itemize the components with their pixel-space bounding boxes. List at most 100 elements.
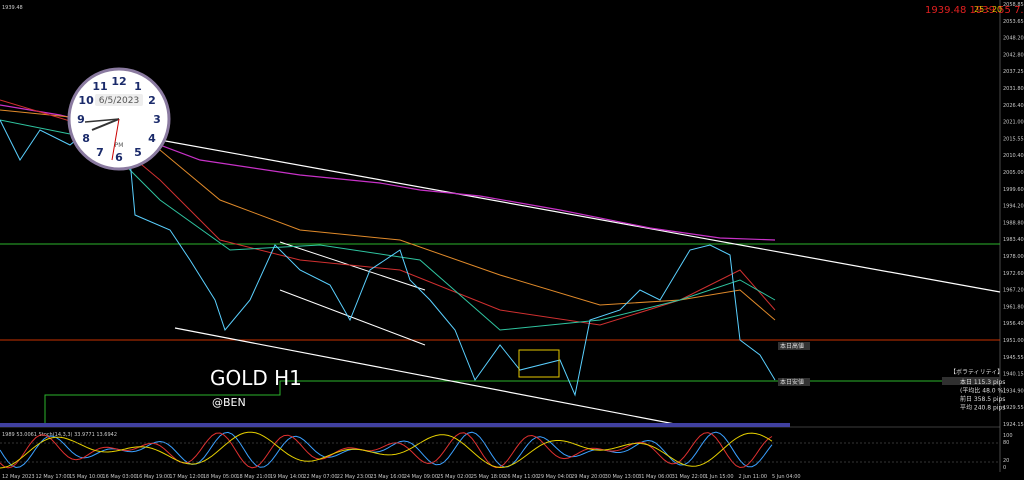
volatility-row: 本日 115.3 pips [960,378,1005,386]
time-label: 18 May 05:00 [203,474,237,480]
clock-numeral: 9 [77,113,85,126]
range-box [518,349,560,378]
quote: 1939.48 1939.55 7.0 [925,5,1024,16]
price-label: 2037.25 [1003,69,1024,75]
clock-numeral: 12 [111,75,126,88]
trend-line [159,139,1001,293]
time-label: 24 May 09:00 [404,474,438,480]
time-label: 23 May 16:00 [370,474,404,480]
price-line [0,119,776,397]
oscillator-line [0,432,773,469]
watermark-author: @BEN [212,396,246,409]
price-label: 2058.85 [1003,2,1024,8]
clock-numeral: 7 [96,146,104,159]
time-label: 18 May 21:00 [236,474,270,480]
price-label: 1951.00 [1003,338,1024,344]
time-label: 16 May 19:00 [136,474,170,480]
price-label: 1999.60 [1003,187,1024,193]
price-label: 1994.20 [1003,204,1024,210]
time-label: 29 May 04:00 [538,474,572,480]
clock-numeral: 1 [134,80,142,93]
price-label: 1924.15 [1003,422,1024,428]
symbol-price: 1939.48 [2,5,23,11]
price-label: 1988.80 [1003,220,1024,226]
timer: 25 : 20 [974,5,1002,14]
label-box [778,342,810,350]
moving-average [0,119,776,331]
time-label: 1 Jun 15:00 [705,474,734,480]
trend-line [279,289,426,346]
price-label: 1929.55 [1003,405,1024,411]
trend-line [279,241,426,291]
label-box [778,378,810,386]
trend-line [174,327,681,426]
clock-numeral: 3 [153,113,161,126]
time-label: 12 May 2023 [2,474,35,480]
clock-numeral: 4 [148,132,156,145]
time-label: 31 May 06:00 [638,474,672,480]
clock-numeral: 5 [134,146,142,159]
clock-hand [111,118,120,161]
price-label: 2048.20 [1003,36,1024,42]
clock-date: 6/5/2023 [99,96,139,106]
time-label: 17 May 12:00 [169,474,203,480]
clock-period: PM [115,142,124,149]
date-box [95,94,143,106]
price-label: 2010.40 [1003,153,1024,159]
price-tag [942,377,1000,385]
indicator-axis-label: 100 [1003,433,1013,439]
price-label: 1956.40 [1003,321,1024,327]
volatility-row: (平均比 48.0 %) [960,387,1006,395]
time-label: 26 May 11:00 [504,474,538,480]
price-label: 1934.90 [1003,388,1024,394]
time-label: 2 Jun 11:00 [739,474,768,480]
time-label: 22 May 23:00 [337,474,371,480]
volatility-row: 前日 358.5 pips [960,395,1005,403]
price-label: 1961.80 [1003,304,1024,310]
indicator-axis-label: 0 [1003,465,1006,471]
time-label: 31 May 22:00 [672,474,706,480]
time-label: 5 Jun 04:00 [772,474,801,480]
price-label: 1983.40 [1003,237,1024,243]
clock-numeral: 11 [92,80,107,93]
oscillator-line [0,431,773,469]
volatility-title: 【ボラティリティ】 [950,368,1003,376]
time-label: 15 May 10:00 [69,474,103,480]
price-label: 1945.55 [1003,355,1024,361]
price-label: 1940.15 [1003,372,1024,378]
price-label: 2031.80 [1003,86,1024,92]
watermark-title: GOLD H1 [210,366,302,390]
indicator-label: 1989 53.0061 Stoch(14,3,3) 33.9771 13.69… [2,432,117,438]
price-label: 2005.00 [1003,170,1024,176]
price-label: 1967.20 [1003,288,1024,294]
price-label: 2021.00 [1003,120,1024,126]
price-label: 2042.80 [1003,52,1024,58]
oscillator-line [0,431,773,469]
time-label: 22 May 07:00 [303,474,337,480]
price-label: 1978.00 [1003,254,1024,260]
indicator-axis-label: 20 [1003,458,1009,464]
volatility-row: 平均 240.8 pips [960,404,1005,412]
volume-strip [0,423,790,427]
high-label: 本日高値 [780,342,804,350]
clock-hand [91,118,120,131]
indicator-axis-label: 80 [1003,440,1009,446]
price-label: 1972.60 [1003,271,1024,277]
time-label: 30 May 13:00 [605,474,639,480]
time-label: 19 May 14:00 [270,474,304,480]
time-label: 16 May 03:00 [102,474,136,480]
time-label: 12 May 17:00 [35,474,69,480]
time-label: 25 May 18:00 [471,474,505,480]
price-label: 2015.55 [1003,136,1024,142]
clock-numeral: 2 [148,94,156,107]
clock-numeral: 6 [115,151,123,164]
clock-hand [84,118,120,123]
price-label: 2053.65 [1003,19,1024,25]
time-label: 29 May 20:00 [571,474,605,480]
clock-numeral: 10 [78,94,94,107]
price-label: 2026.40 [1003,103,1024,109]
clock-numeral: 8 [82,132,90,145]
